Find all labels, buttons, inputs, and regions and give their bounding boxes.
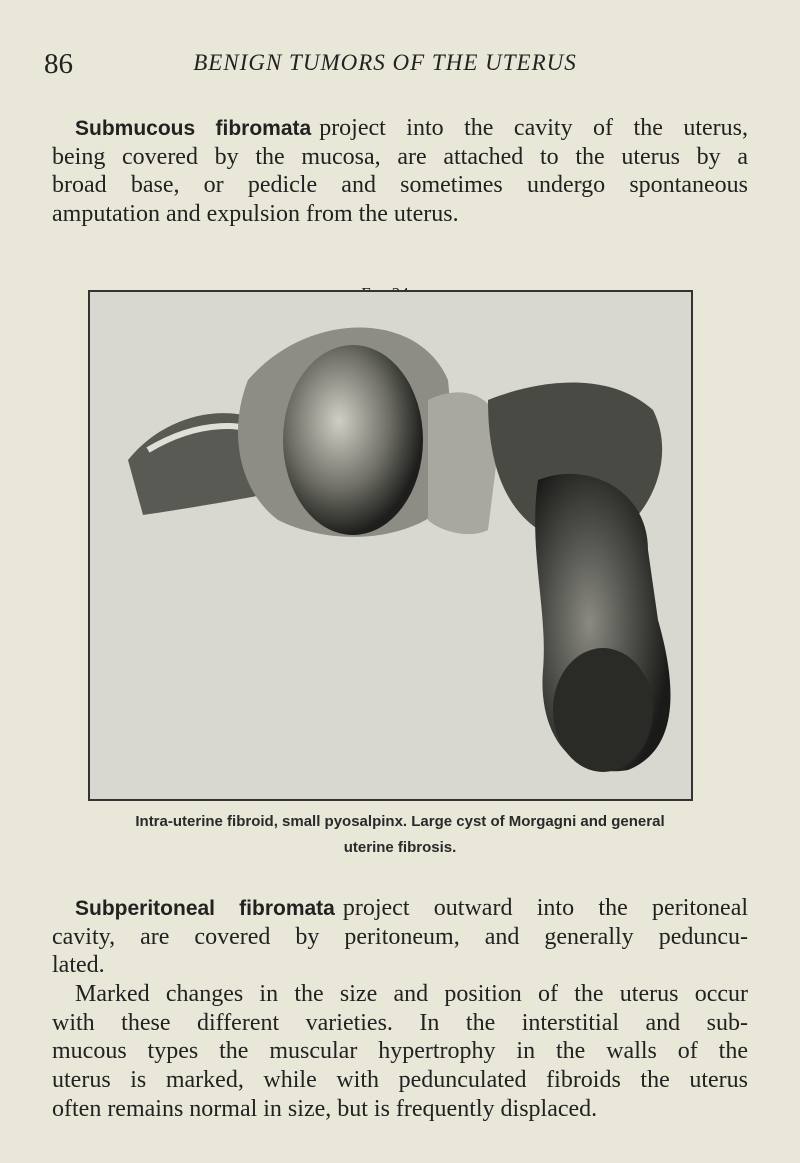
running-title: BENIGN TUMORS OF THE UTERUS (193, 50, 577, 75)
text-line: Submucous fibromata project into the cavi… (75, 114, 748, 143)
text-line: broad base, or pedicle and sometimes und… (52, 172, 748, 198)
lead: Subperitoneal fibromata (75, 897, 335, 920)
text-line: Marked changes in the size and position … (75, 981, 748, 1007)
text-line: amputation and expulsion from the uterus… (52, 201, 459, 227)
page-number: 86 (44, 48, 73, 80)
text-line: Subperitoneal fibromata project outward i… (75, 894, 748, 923)
text-line: cavity, are covered by peritoneum, and g… (52, 924, 748, 950)
figure-image (88, 290, 693, 801)
text-line: being covered by the mucosa, are attache… (52, 144, 748, 170)
text-line: mucous types the muscular hypertrophy in… (52, 1038, 748, 1064)
caption-line: Intra-uterine fibroid, small pyosalpinx.… (135, 813, 665, 830)
caption-line: uterine fibrosis. (343, 839, 457, 856)
text-line: often remains normal in size, but is fre… (52, 1096, 598, 1122)
text-line: with these different varieties. In the i… (52, 1010, 748, 1036)
lead: Submucous fibromata (75, 117, 312, 140)
text-line: uterus is marked, while with pedunculate… (52, 1067, 748, 1093)
text: project outward into the peritoneal (342, 895, 749, 921)
text: project into the cavity of the uterus, (319, 115, 748, 141)
text-line: lated. (52, 952, 105, 978)
